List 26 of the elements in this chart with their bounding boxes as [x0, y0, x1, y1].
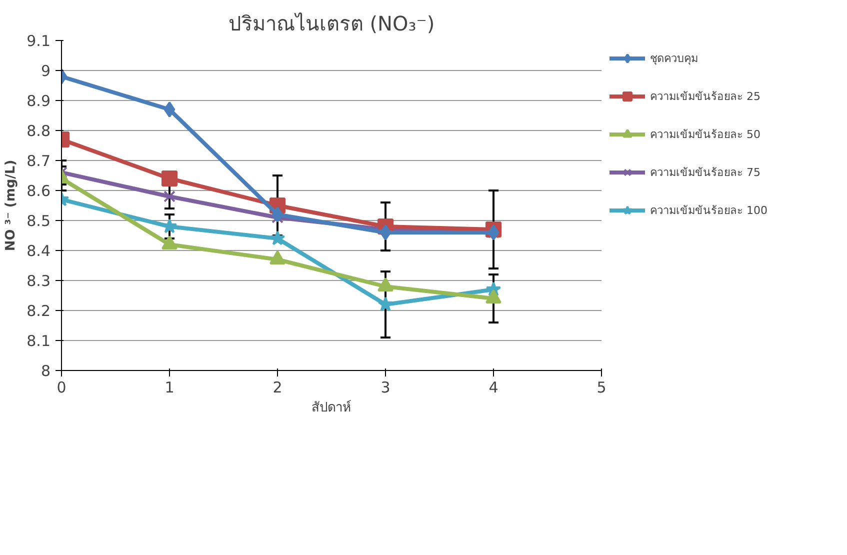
y-tick-label: 8.5: [26, 212, 51, 230]
legend-label: ความเข้มข้นร้อยละ 75: [650, 165, 762, 181]
y-tick-label: 8.3: [26, 272, 51, 290]
y-tick-label: 8.7: [26, 152, 51, 170]
x-tick-label: 5: [596, 378, 606, 396]
y-tick-label: 8.4: [26, 242, 51, 260]
legend-label: ความเข้มข้นร้อยละ 50: [650, 127, 762, 143]
y-tick-label: 8.2: [26, 302, 51, 320]
x-tick-label: 4: [488, 378, 498, 396]
y-tick-label: 8.1: [26, 332, 51, 350]
x-tick-label: 0: [56, 378, 66, 396]
legend-label: ความเข้มข้นร้อยละ 100: [650, 203, 768, 219]
x-tick-label: 2: [272, 378, 282, 396]
y-tick-label: 9: [40, 62, 51, 80]
x-tick-label: 3: [380, 378, 390, 396]
legend-label: ชุดควบคุม: [650, 51, 699, 67]
y-tick-label: 8.8: [26, 122, 51, 140]
legend-label: ความเข้มข้นร้อยละ 25: [650, 89, 762, 105]
y-tick-label: 8.6: [26, 182, 51, 200]
x-axis-title: สัปดาห์: [312, 400, 352, 416]
y-axis-title: NO ³⁻ (mg/L): [4, 160, 19, 252]
y-tick-label: 8.9: [26, 92, 51, 110]
y-tick-label: 9.1: [26, 32, 51, 50]
x-tick-label: 1: [164, 378, 174, 396]
chart-title: ปริมาณไนเตรต (NO₃⁻): [228, 12, 435, 36]
y-tick-label: 8: [40, 362, 51, 380]
